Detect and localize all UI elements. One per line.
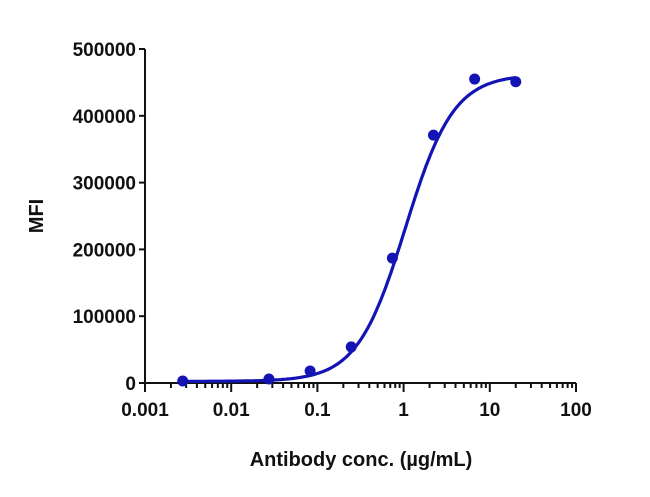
data-point bbox=[263, 373, 275, 385]
data-point bbox=[510, 76, 522, 88]
x-tick-label: 10 bbox=[479, 400, 500, 421]
y-axis-ticks: 0 100000 200000 300000 400000 500000 bbox=[73, 40, 145, 395]
fit-curve bbox=[182, 75, 516, 383]
y-tick-label: 500000 bbox=[73, 40, 136, 61]
x-tick-label: 1 bbox=[398, 400, 409, 421]
y-tick-label: 400000 bbox=[73, 107, 136, 128]
data-point bbox=[177, 375, 189, 387]
y-tick-label: 100000 bbox=[73, 307, 136, 328]
axes bbox=[144, 49, 576, 384]
data-point bbox=[304, 365, 316, 377]
data-point bbox=[345, 341, 357, 353]
x-tick-label: 100 bbox=[560, 400, 592, 421]
y-tick-label: 300000 bbox=[73, 174, 136, 195]
data-points bbox=[177, 73, 522, 387]
x-tick-label: 0.001 bbox=[121, 400, 169, 421]
x-tick-label: 0.01 bbox=[213, 400, 250, 421]
x-tick-label: 0.1 bbox=[304, 400, 331, 421]
x-axis-title: Antibody conc. (µg/mL) bbox=[250, 449, 473, 471]
y-tick-label: 200000 bbox=[73, 240, 136, 261]
x-axis-ticks: 0.001 0.01 0.1 1 10 100 bbox=[121, 383, 592, 421]
data-point bbox=[469, 73, 481, 85]
data-point bbox=[386, 252, 398, 264]
y-tick-label: 0 bbox=[125, 374, 136, 395]
data-point bbox=[427, 129, 439, 141]
y-axis-title: MFI bbox=[26, 199, 48, 233]
